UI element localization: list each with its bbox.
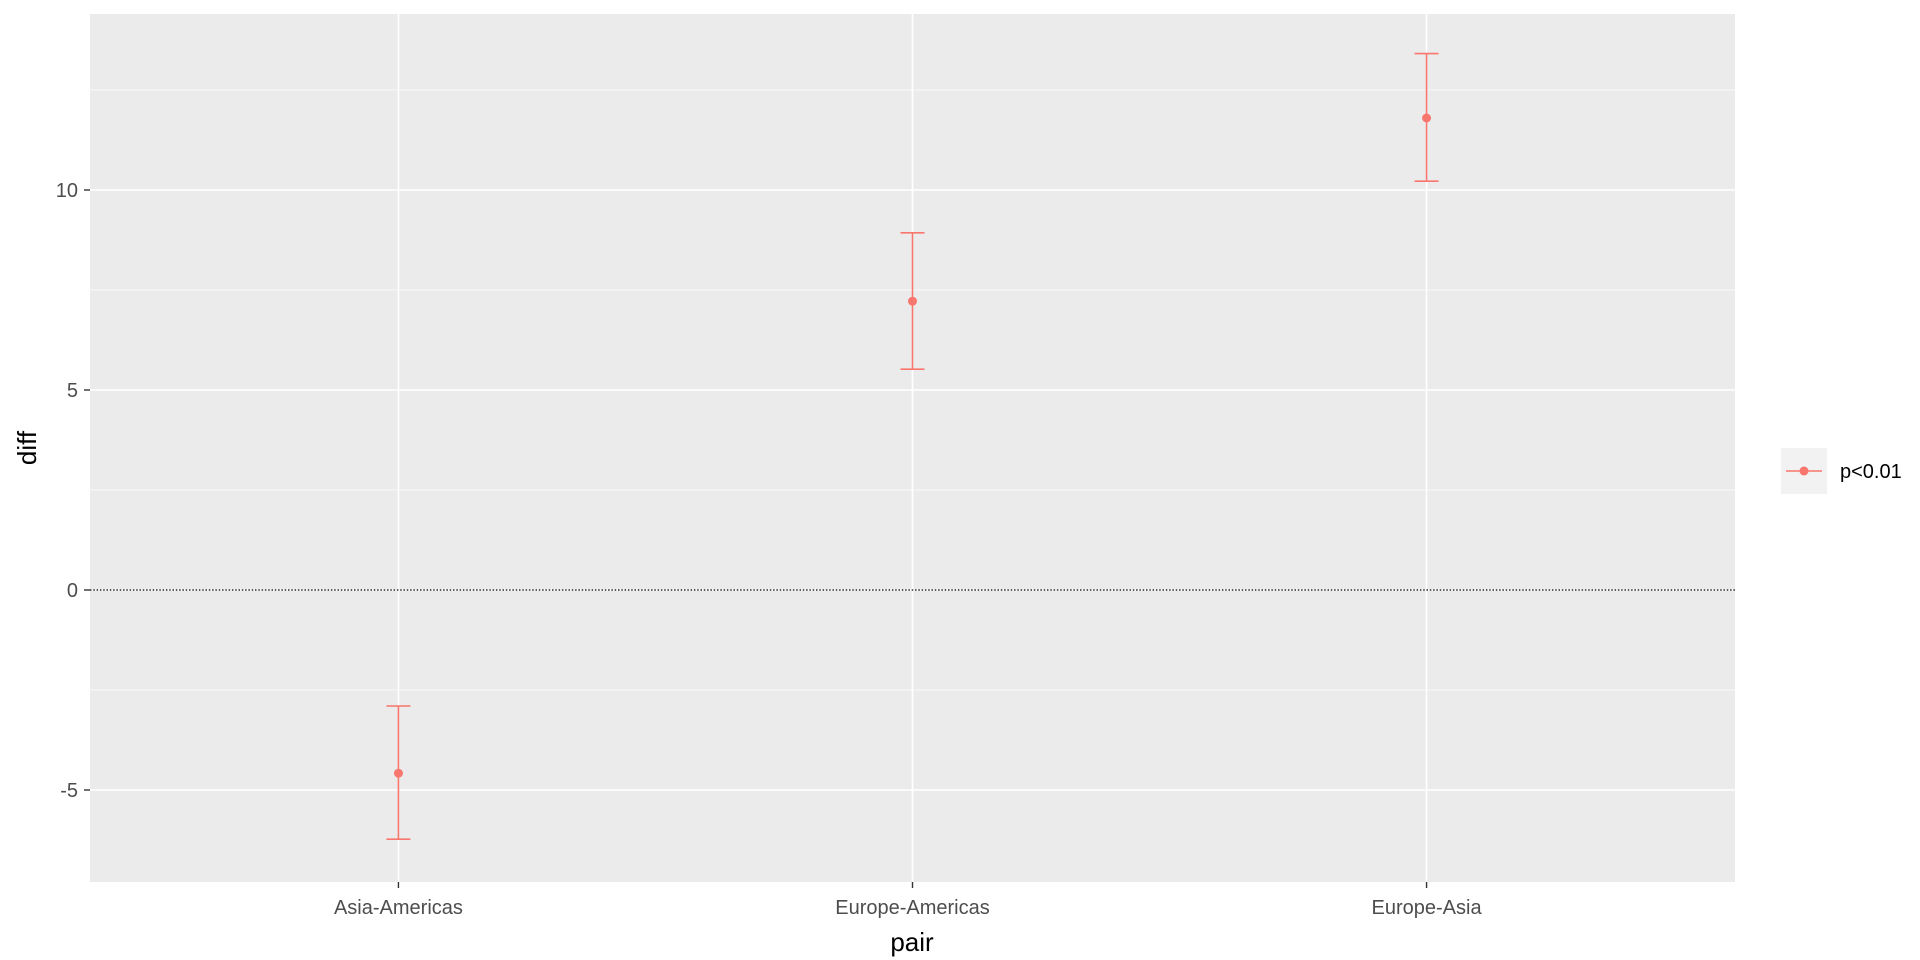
y-tick-label: 0 (67, 580, 78, 602)
x-tick-label: Europe-Americas (835, 897, 990, 919)
y-axis: -5 0 5 10 (56, 180, 90, 802)
x-tick-label: Europe-Asia (1372, 897, 1483, 919)
legend: p<0.01 (1781, 448, 1902, 494)
y-tick-label: 10 (56, 180, 78, 202)
data-point (393, 768, 403, 778)
legend-label: p<0.01 (1840, 461, 1902, 483)
y-tick-label: 5 (67, 380, 78, 402)
y-axis-title: diff (12, 430, 42, 465)
x-tick-label: Asia-Americas (334, 897, 463, 919)
legend-key-point (1799, 466, 1809, 476)
data-point (908, 296, 917, 306)
x-axis-title: pair (890, 927, 934, 957)
x-axis: Asia-Americas Europe-Americas Europe-Asia (334, 882, 1482, 919)
data-point (1422, 113, 1432, 123)
data-marks (386, 52, 1439, 841)
y-tick-label: -5 (60, 780, 78, 802)
